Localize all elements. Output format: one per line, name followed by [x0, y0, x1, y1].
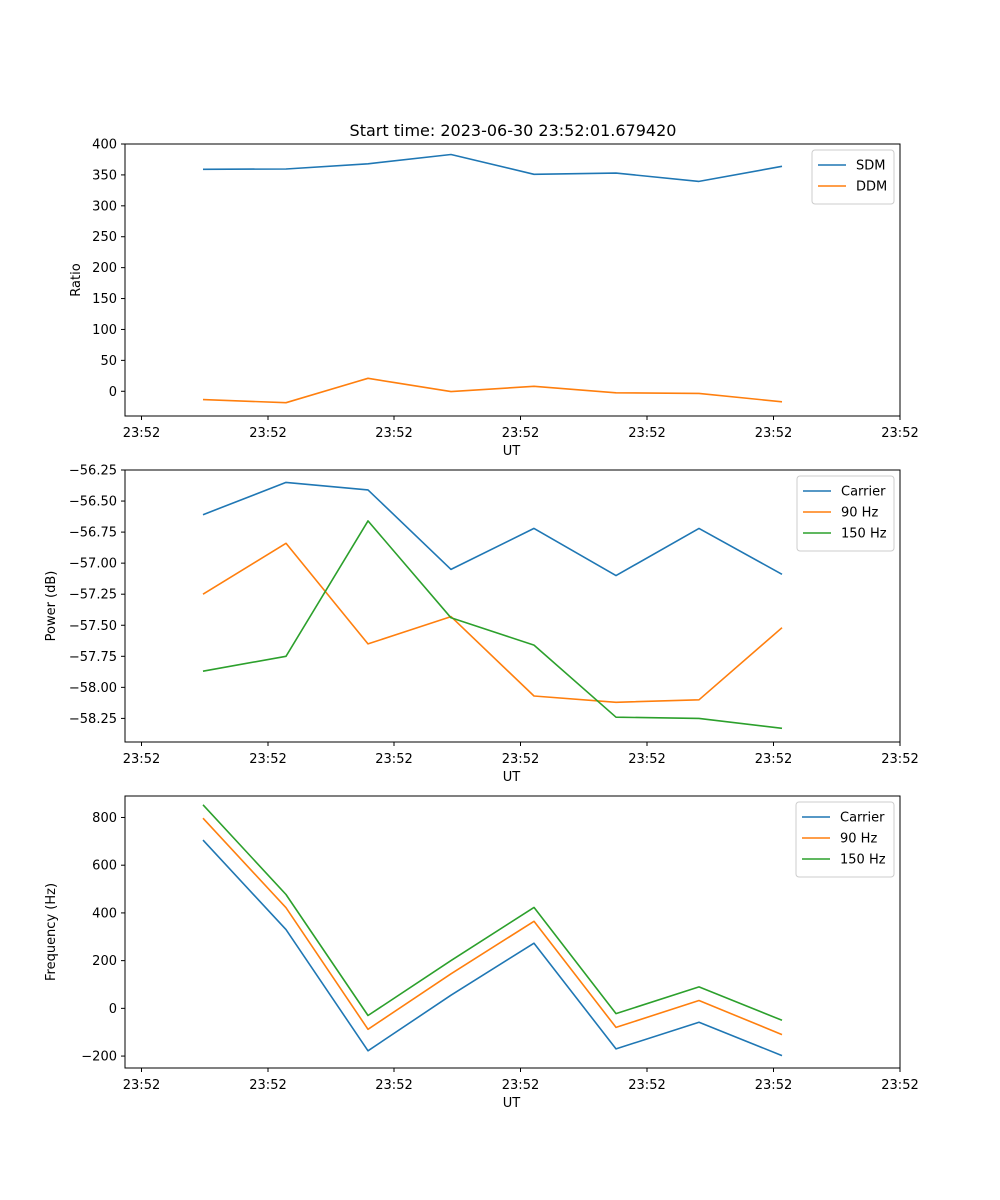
y-tick-label: −56.75: [69, 526, 117, 541]
x-tick-label: 23:52: [249, 1078, 286, 1093]
legend-box: [811, 149, 895, 205]
chart-panel-2: −56.25 −56.50 −56.75 −57.00 −57.25 −57.50 −57.…: [44, 464, 919, 786]
y-tick-label: 600: [92, 859, 117, 874]
x-tick-label: 23:52: [123, 426, 160, 441]
x-tick-label: 23:52: [881, 752, 918, 767]
legend-label: 150 Hz: [840, 853, 886, 868]
figure-title: Start time: 2023-06-30 23:52:01.679420: [350, 121, 677, 140]
chart-panel-1: 0 50 100 150 200 250 300 350 400 23:52 23:52 23:52 2…: [69, 138, 919, 460]
series-line: [202, 481, 783, 577]
y-tick-label: −200: [81, 1050, 117, 1065]
x-tick-label: 23:52: [502, 426, 539, 441]
series-line: [202, 804, 783, 1022]
x-tick-label: 23:52: [123, 752, 160, 767]
x-tick-label: 23:52: [375, 752, 412, 767]
x-tick-label: 23:52: [123, 1078, 160, 1093]
plot-frame: [124, 469, 901, 743]
y-tick-label: −58.00: [69, 681, 117, 696]
x-tick-label: 23:52: [375, 426, 412, 441]
x-tick-label: 23:52: [628, 1078, 665, 1093]
legend: Carrier 90 Hz 150 Hz: [795, 801, 895, 878]
x-axis-label: UT: [503, 770, 521, 785]
series-line: [202, 153, 783, 183]
x-tick-label: 23:52: [502, 1078, 539, 1093]
y-axis-label: Frequency (Hz): [44, 883, 59, 981]
legend-label: Carrier: [841, 485, 886, 500]
x-tick-label: 23:52: [502, 752, 539, 767]
x-axis-label: UT: [503, 444, 521, 459]
y-tick-label: 250: [92, 230, 117, 245]
legend-label: 90 Hz: [841, 506, 878, 521]
legend-label: SDM: [856, 159, 885, 174]
y-tick-label: 50: [100, 354, 117, 369]
legend-label: DDM: [856, 180, 887, 195]
series-line: [202, 377, 783, 404]
x-tick-label: 23:52: [755, 752, 792, 767]
y-tick-label: 100: [92, 323, 117, 338]
x-axis-label: UT: [503, 1096, 521, 1111]
y-tick-label: −57.25: [69, 588, 117, 603]
plot-frame: [124, 795, 901, 1069]
x-tick-label: 23:52: [755, 426, 792, 441]
chart-panel-3: −200 0 200 400 600 800 23:52 23:52 23:52 23:52 23:…: [44, 795, 919, 1111]
legend: SDM DDM: [811, 149, 895, 205]
y-tick-label: 800: [92, 811, 117, 826]
y-tick-label: 300: [92, 199, 117, 214]
y-tick-label: 400: [92, 138, 117, 153]
series-line: [202, 542, 783, 704]
y-tick-label: −57.00: [69, 557, 117, 572]
y-tick-label: −58.25: [69, 712, 117, 727]
x-tick-label: 23:52: [628, 426, 665, 441]
y-tick-label: 150: [92, 292, 117, 307]
y-tick-label: −56.50: [69, 495, 117, 510]
y-tick-label: −57.50: [69, 619, 117, 634]
y-tick-label: −56.25: [69, 464, 117, 479]
x-tick-label: 23:52: [628, 752, 665, 767]
plot-frame: [124, 143, 901, 417]
y-tick-label: 0: [109, 1002, 117, 1017]
x-tick-label: 23:52: [249, 752, 286, 767]
x-tick-label: 23:52: [881, 1078, 918, 1093]
series-line: [202, 520, 783, 730]
legend-label: Carrier: [840, 811, 885, 826]
legend-label: 150 Hz: [841, 527, 887, 542]
y-tick-label: 400: [92, 906, 117, 921]
x-tick-label: 23:52: [249, 426, 286, 441]
y-axis-label: Power (dB): [44, 571, 59, 642]
panels: 0 50 100 150 200 250 300 350 400 23:52 23:52 23:52 2…: [44, 138, 919, 1112]
series-line: [202, 839, 783, 1057]
y-tick-label: 200: [92, 261, 117, 276]
series-line: [202, 817, 783, 1036]
legend: Carrier 90 Hz 150 Hz: [796, 475, 895, 552]
y-axis-label: Ratio: [69, 263, 84, 296]
y-tick-label: 200: [92, 954, 117, 969]
x-tick-label: 23:52: [755, 1078, 792, 1093]
x-tick-label: 23:52: [881, 426, 918, 441]
y-tick-label: 0: [109, 385, 117, 400]
y-tick-label: −57.75: [69, 650, 117, 665]
y-tick-label: 350: [92, 168, 117, 183]
legend-label: 90 Hz: [840, 832, 877, 847]
x-tick-label: 23:52: [375, 1078, 412, 1093]
